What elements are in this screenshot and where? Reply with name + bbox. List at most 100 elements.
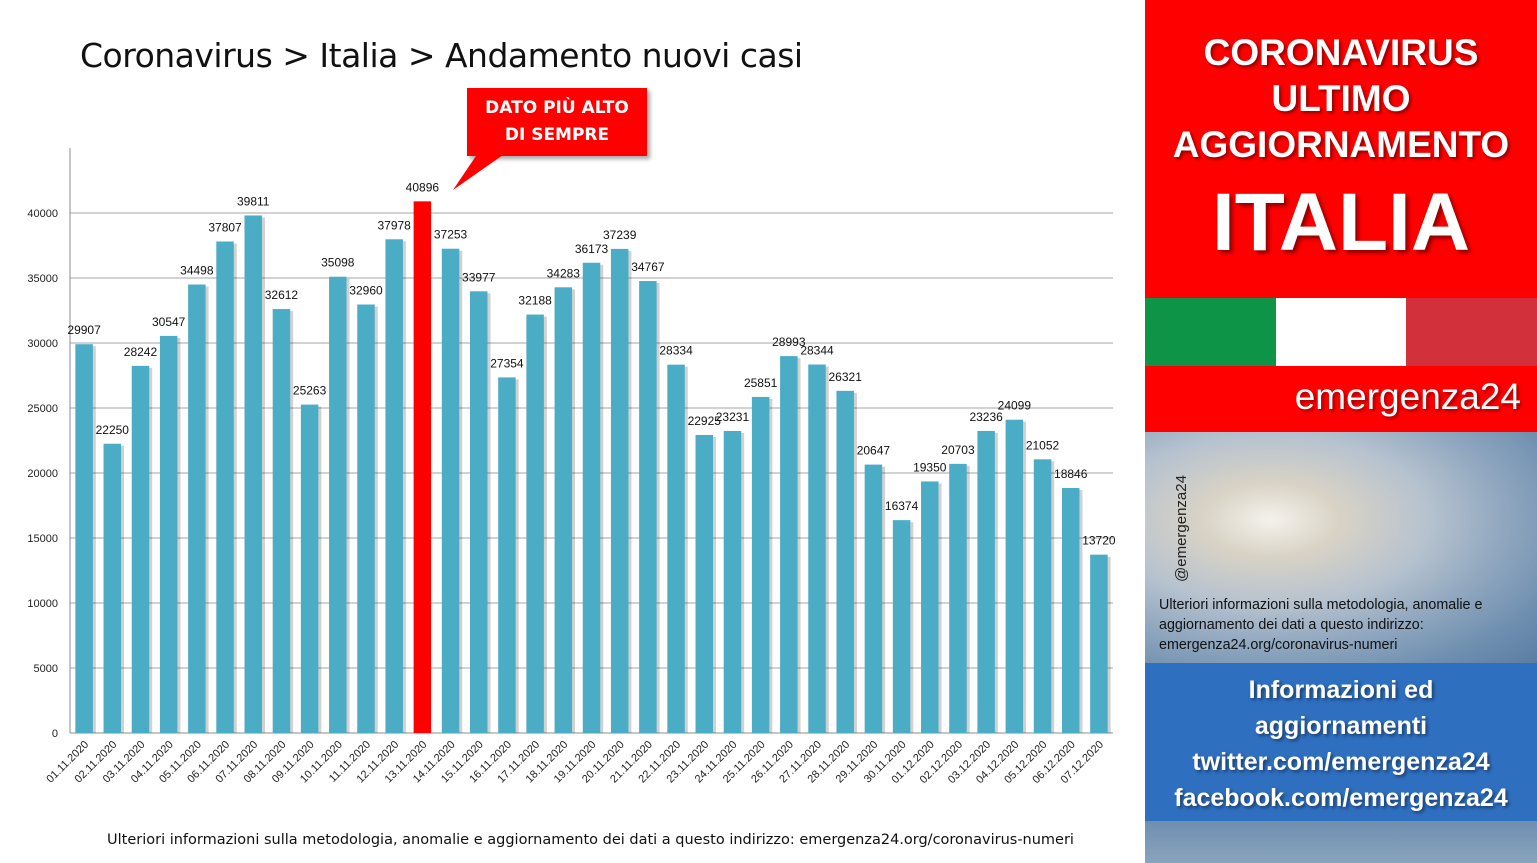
bar (244, 215, 262, 733)
bar (75, 344, 93, 733)
headline-line-2: ULTIMO (1271, 78, 1411, 119)
info-line-1: Informazioni ed (1248, 676, 1434, 704)
flag-green-stripe (1145, 298, 1276, 366)
bar (498, 377, 516, 733)
bar (272, 309, 291, 733)
data-label: 19350 (913, 460, 947, 474)
bar (864, 464, 883, 733)
bar (470, 291, 488, 733)
bar (188, 284, 206, 733)
data-label: 37978 (377, 218, 411, 232)
bar (780, 356, 798, 733)
twitter-link[interactable]: twitter.com/emergenza24 (1192, 748, 1490, 776)
y-tick-label: 35000 (27, 273, 58, 285)
bar (1061, 488, 1080, 733)
data-label: 23236 (969, 410, 1003, 424)
data-label: 22250 (96, 423, 130, 437)
bar (357, 304, 375, 733)
flag-white-stripe (1275, 298, 1407, 366)
bar (667, 364, 685, 733)
data-label: 29907 (67, 323, 101, 337)
bar (1090, 554, 1108, 733)
data-label: 23231 (716, 410, 750, 424)
data-label: 39811 (237, 194, 270, 208)
footnote: Ulteriori informazioni sulla metodologia… (107, 832, 1074, 848)
background-photo (1145, 432, 1537, 663)
data-label: 28344 (800, 344, 834, 358)
data-label: 37239 (603, 228, 637, 242)
data-label: 26321 (829, 370, 863, 384)
bar (1005, 419, 1024, 733)
bar (836, 390, 854, 733)
bar (695, 434, 713, 733)
data-label: 37807 (208, 221, 242, 235)
bar (723, 430, 742, 733)
methodology-note: Ulteriori informazioni sulla metodologia… (1159, 597, 1483, 653)
data-label: 27354 (490, 356, 524, 370)
bar (554, 287, 573, 733)
data-label: 32188 (518, 294, 552, 308)
bar (1033, 459, 1052, 733)
bar (808, 364, 826, 733)
bottom-photo-strip (1145, 821, 1537, 863)
bar (131, 365, 150, 733)
bar (329, 276, 347, 733)
bar (892, 520, 911, 733)
callout-line-1: DATO PIÙ ALTO (485, 98, 629, 118)
data-label: 22925 (688, 414, 722, 428)
bar (159, 335, 178, 733)
bar (610, 248, 629, 733)
data-label: 28334 (659, 344, 693, 358)
data-label: 25263 (293, 384, 327, 398)
bar (639, 281, 657, 733)
data-label: 30547 (152, 315, 186, 329)
flag-red-stripe (1406, 298, 1537, 366)
bar (216, 241, 234, 733)
headline-line-1: CORONAVIRUS (1203, 32, 1479, 73)
data-label: 34498 (180, 264, 214, 278)
data-label: 33977 (462, 270, 496, 284)
brand-name: emergenza24 (1294, 376, 1521, 417)
data-label: 37253 (434, 228, 468, 242)
bar (921, 481, 939, 733)
highlight-callout: DATO PIÙ ALTO DI SEMPRE (467, 88, 647, 156)
brand-bar: emergenza24 (1145, 366, 1537, 432)
facebook-link[interactable]: facebook.com/emergenza24 (1174, 784, 1508, 812)
data-label: 32612 (265, 288, 299, 302)
bar-chart: 0 5000 10000 15000 20000 25000 30000 35000 40000… (27, 148, 1116, 786)
data-label: 34767 (631, 260, 665, 274)
headline-line-3: AGGIORNAMENTO (1172, 124, 1510, 165)
data-label: 28993 (772, 335, 806, 349)
data-label: 35098 (321, 256, 355, 270)
bar (103, 443, 122, 733)
bar (300, 404, 319, 733)
data-label: 40896 (406, 180, 440, 194)
data-label: 36173 (575, 242, 609, 256)
bar (977, 430, 995, 733)
chart-title: Coronavirus > Italia > Andamento nuovi c… (80, 36, 803, 75)
bar (526, 314, 544, 733)
italian-flag (1145, 298, 1537, 366)
y-tick-label: 25000 (27, 403, 58, 415)
data-label: 32960 (349, 284, 383, 298)
callout-pointer (453, 150, 510, 190)
bar (441, 248, 460, 733)
data-label: 24099 (998, 399, 1032, 413)
info-line-2: aggiornamenti (1254, 712, 1428, 740)
callout-line-2: DI SEMPRE (504, 125, 610, 145)
y-tick-label: 15000 (27, 533, 58, 545)
y-tick-label: 20000 (27, 468, 58, 480)
headline-country: ITALIA (1211, 177, 1471, 268)
y-tick-label: 0 (52, 728, 58, 740)
data-label: 21052 (1026, 438, 1060, 452)
y-tick-label: 30000 (27, 338, 58, 350)
data-label: 16374 (885, 499, 919, 513)
bar (385, 239, 403, 733)
info-box: Informazioni ed aggiornamenti twitter.co… (1145, 663, 1537, 821)
headline-box: CORONAVIRUS ULTIMO AGGIORNAMENTO ITALIA (1145, 0, 1537, 298)
y-tick-label: 5000 (34, 663, 58, 675)
data-label: 28242 (124, 345, 158, 359)
side-panel: CORONAVIRUS ULTIMO AGGIORNAMENTO ITALIA … (1145, 0, 1537, 863)
data-label: 34283 (547, 266, 581, 280)
bar (413, 201, 432, 734)
